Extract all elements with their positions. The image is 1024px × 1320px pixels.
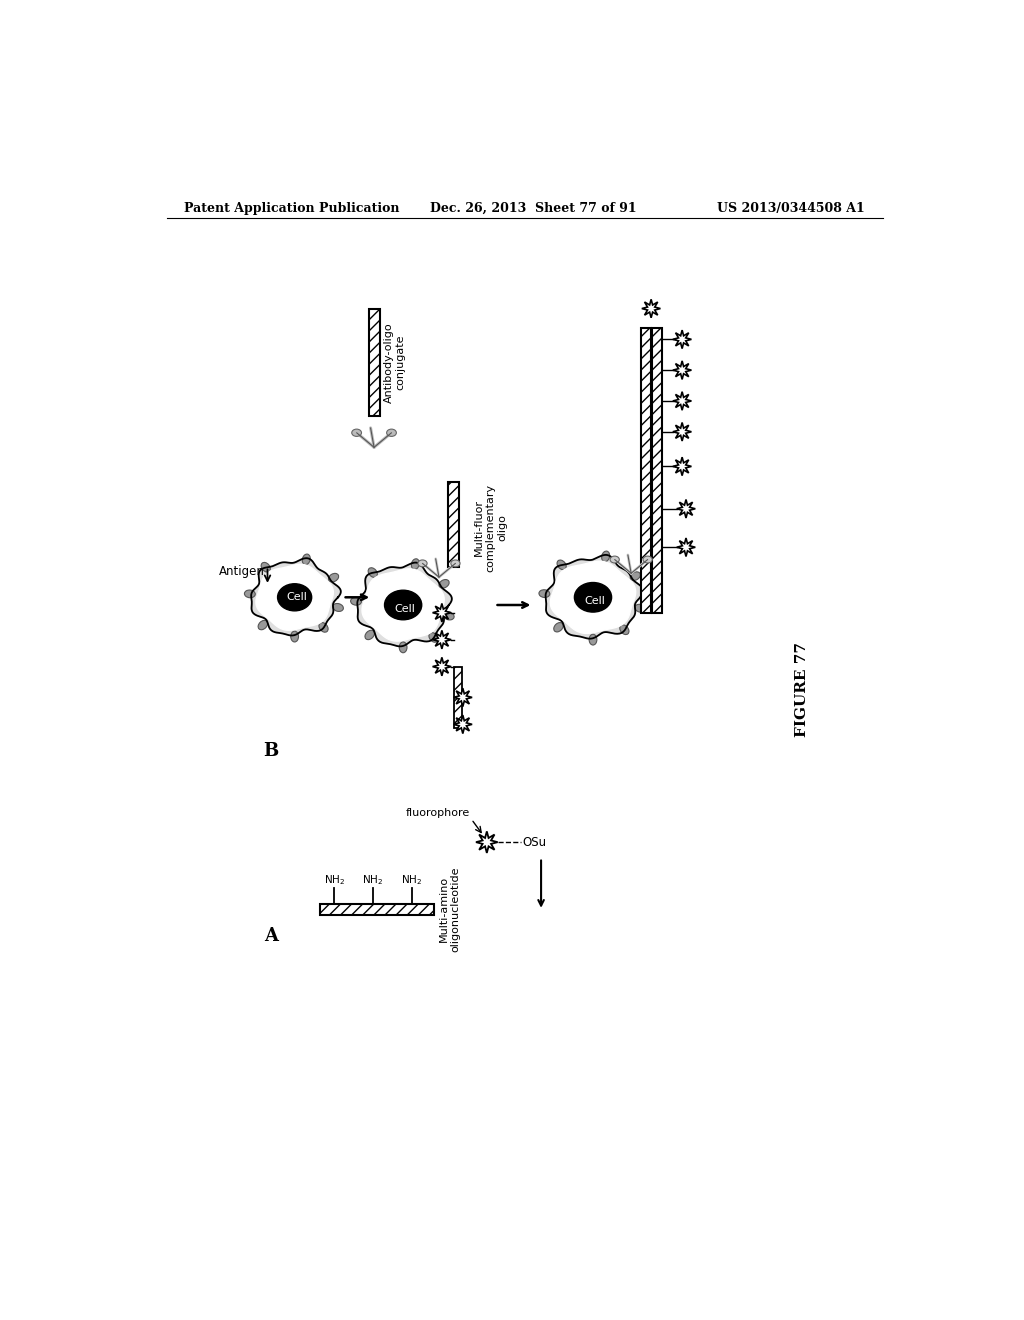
Ellipse shape <box>385 590 422 620</box>
Ellipse shape <box>258 620 267 630</box>
Ellipse shape <box>369 568 377 577</box>
Polygon shape <box>454 715 472 734</box>
Polygon shape <box>673 422 691 441</box>
Ellipse shape <box>643 556 652 562</box>
Ellipse shape <box>610 556 620 562</box>
Ellipse shape <box>387 429 396 437</box>
Polygon shape <box>256 565 334 630</box>
Ellipse shape <box>399 642 407 653</box>
Text: Multi-fluor
complementary
oligo: Multi-fluor complementary oligo <box>474 484 507 572</box>
Ellipse shape <box>418 560 427 566</box>
Ellipse shape <box>365 630 375 640</box>
Polygon shape <box>432 603 452 622</box>
Text: OSu: OSu <box>522 836 547 849</box>
Ellipse shape <box>443 612 454 620</box>
Text: NH$_2$: NH$_2$ <box>324 873 345 887</box>
Text: FIGURE 77: FIGURE 77 <box>796 643 809 737</box>
Polygon shape <box>251 558 341 635</box>
Ellipse shape <box>439 579 450 589</box>
Text: A: A <box>263 927 278 945</box>
Polygon shape <box>677 539 695 557</box>
Polygon shape <box>673 392 691 411</box>
Bar <box>449 482 459 566</box>
Bar <box>369 309 380 416</box>
Bar <box>321 904 434 915</box>
Text: Multi-amino
oligonucleotide: Multi-amino oligonucleotide <box>438 866 461 952</box>
Ellipse shape <box>557 560 566 570</box>
Polygon shape <box>432 631 452 649</box>
Ellipse shape <box>412 558 420 569</box>
Polygon shape <box>673 360 691 379</box>
Bar <box>454 667 463 729</box>
Text: Antibody-oligo
conjugate: Antibody-oligo conjugate <box>384 322 406 403</box>
Ellipse shape <box>291 631 299 642</box>
Ellipse shape <box>351 429 361 437</box>
Text: Patent Application Publication: Patent Application Publication <box>183 202 399 215</box>
Text: Cell: Cell <box>287 593 307 602</box>
Polygon shape <box>454 688 472 706</box>
Ellipse shape <box>318 623 328 632</box>
Ellipse shape <box>329 573 339 582</box>
Text: NH$_2$: NH$_2$ <box>401 873 422 887</box>
Text: Cell: Cell <box>584 597 605 606</box>
Ellipse shape <box>574 582 611 612</box>
Ellipse shape <box>245 590 255 598</box>
Ellipse shape <box>302 554 310 565</box>
Bar <box>651 327 662 612</box>
Ellipse shape <box>429 632 438 643</box>
Polygon shape <box>546 554 643 639</box>
Text: Antigen: Antigen <box>219 565 265 578</box>
Ellipse shape <box>554 623 563 632</box>
Polygon shape <box>673 330 691 348</box>
Polygon shape <box>362 569 444 642</box>
Ellipse shape <box>261 562 270 572</box>
Text: Cell: Cell <box>394 603 415 614</box>
Polygon shape <box>476 832 498 853</box>
Ellipse shape <box>278 583 311 611</box>
Ellipse shape <box>350 598 361 605</box>
Ellipse shape <box>451 560 460 566</box>
Text: NH$_2$: NH$_2$ <box>362 873 383 887</box>
Ellipse shape <box>620 624 629 635</box>
Polygon shape <box>673 457 691 475</box>
Text: B: B <box>263 742 279 760</box>
Ellipse shape <box>602 550 609 562</box>
Polygon shape <box>550 561 636 634</box>
Polygon shape <box>357 562 452 647</box>
Text: fluorophore: fluorophore <box>406 808 470 817</box>
Polygon shape <box>677 499 695 517</box>
Ellipse shape <box>635 605 645 612</box>
Polygon shape <box>432 657 452 676</box>
Bar <box>641 327 650 612</box>
Ellipse shape <box>630 572 640 581</box>
Text: US 2013/0344508 A1: US 2013/0344508 A1 <box>717 202 864 215</box>
Polygon shape <box>642 300 660 318</box>
Ellipse shape <box>539 590 550 598</box>
Ellipse shape <box>333 603 343 611</box>
Ellipse shape <box>589 635 597 645</box>
Text: Dec. 26, 2013  Sheet 77 of 91: Dec. 26, 2013 Sheet 77 of 91 <box>430 202 637 215</box>
